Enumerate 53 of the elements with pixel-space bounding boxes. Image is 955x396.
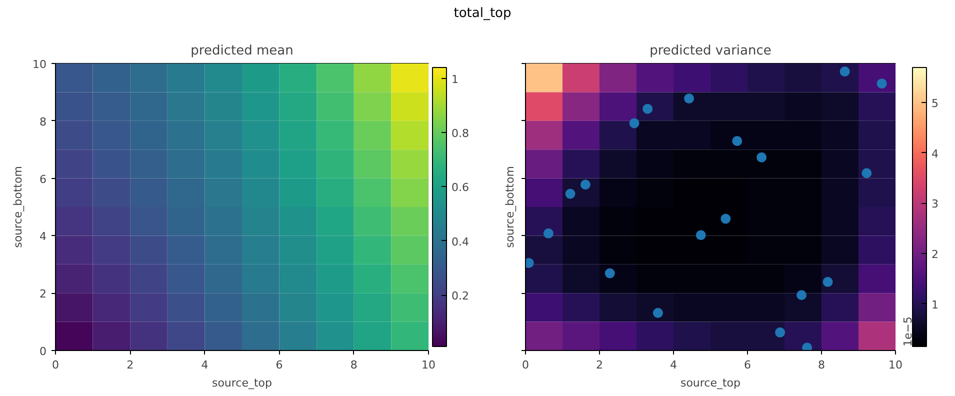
color-bar-label: 0.8 [452, 127, 469, 140]
point [876, 78, 887, 89]
x-tick-label: 0 [52, 358, 59, 372]
color-bar-label: 2 [932, 248, 938, 261]
point [580, 180, 590, 190]
x-tick-label: 10 [888, 358, 902, 372]
point [543, 228, 554, 238]
x-tick-label: 2 [596, 358, 603, 372]
color-bar-label: 5 [932, 97, 938, 110]
color-bar-label: 4 [932, 147, 938, 160]
point [565, 188, 576, 199]
point [696, 230, 706, 240]
y-tick-label: 10 [32, 58, 47, 71]
x-tick-label: 0 [522, 358, 529, 372]
point [840, 66, 850, 77]
color-bar-label: 0.2 [452, 290, 469, 303]
y-tick-label: 4 [40, 230, 46, 244]
y-tick-label: 2 [40, 288, 46, 301]
y-tick-label: 8 [40, 115, 46, 128]
x-tick-label: 8 [350, 358, 358, 372]
y-tick-label: 6 [40, 172, 46, 186]
chart-title: predicted variance [650, 44, 772, 58]
text: total_top [454, 5, 512, 23]
point [629, 118, 640, 128]
x-axis-title: source_top [680, 376, 741, 390]
point [756, 152, 767, 162]
point [862, 168, 872, 178]
color-bar-label: 0.6 [452, 181, 469, 194]
chart-title: predicted mean [190, 44, 294, 58]
color-bar-title: 1e−5 [902, 316, 914, 346]
point [775, 327, 786, 338]
point [732, 136, 742, 146]
point [822, 276, 833, 287]
color-bar-label: 0.4 [452, 235, 469, 248]
x-tick-label: 6 [276, 358, 283, 372]
point [642, 104, 653, 114]
point [796, 290, 807, 300]
x-tick-label: 8 [818, 358, 825, 372]
x-tick-label: 4 [670, 358, 677, 372]
x-axis-title: source_top [212, 376, 272, 390]
color-bar-label: 3 [932, 198, 938, 211]
y-axis-title: source_bottom [504, 166, 516, 248]
x-tick-label: 2 [126, 358, 134, 372]
point [802, 342, 812, 350]
y-tick-label: 0 [40, 345, 46, 358]
x-tick-label: 4 [201, 358, 208, 372]
y-axis-title: source_bottom [12, 166, 25, 248]
point [604, 268, 615, 278]
color-bar-label: 1 [452, 72, 458, 86]
x-tick-label: 10 [422, 358, 436, 372]
x-tick-label: 6 [744, 358, 751, 372]
point [684, 94, 694, 104]
color-bar-label: 1 [932, 298, 938, 312]
